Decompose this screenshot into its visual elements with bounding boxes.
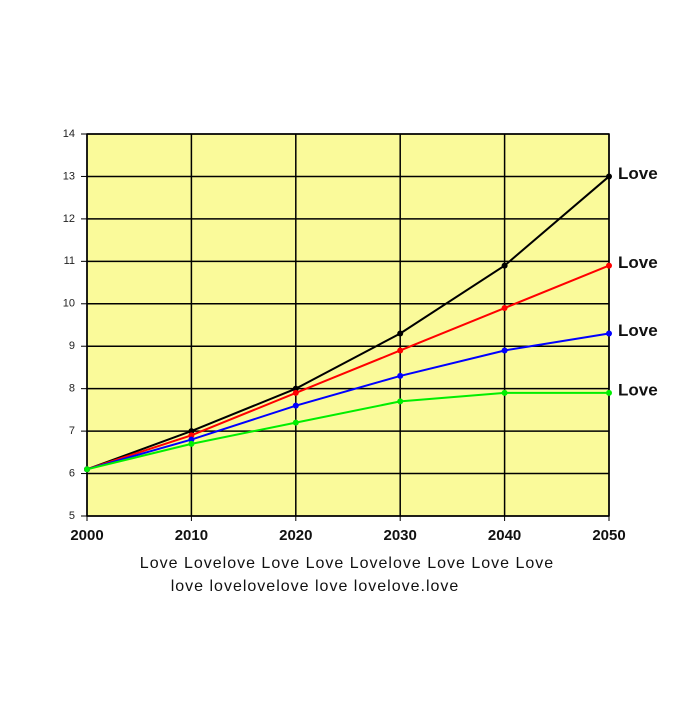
series-line xyxy=(86,175,610,471)
point xyxy=(501,389,508,396)
series-line xyxy=(86,264,610,471)
x-tick-label: 2010 xyxy=(175,527,208,544)
point xyxy=(188,440,195,447)
y-tick-label: 10 xyxy=(63,298,75,310)
y-tick-label: 13 xyxy=(63,170,75,182)
y-tick-label: 11 xyxy=(64,255,75,267)
y-tick-label: 8 xyxy=(69,383,75,395)
y-tick-label: 12 xyxy=(63,213,75,225)
y-tick-label: 5 xyxy=(69,510,75,522)
point xyxy=(606,330,612,337)
point xyxy=(188,432,195,439)
point xyxy=(292,389,299,396)
annotation: Love Lovelove Love Love Lovelove Love Lo… xyxy=(140,555,554,572)
point xyxy=(501,262,508,269)
point xyxy=(397,372,404,379)
point xyxy=(397,347,404,354)
point xyxy=(397,398,404,405)
plot-area xyxy=(86,133,610,517)
point xyxy=(292,419,299,426)
series-line xyxy=(86,391,609,471)
point xyxy=(606,173,612,180)
point xyxy=(84,466,90,473)
point xyxy=(501,305,508,312)
x-tick-label: 2040 xyxy=(488,527,521,544)
x-tick-label: 2020 xyxy=(279,527,312,544)
point xyxy=(606,262,612,269)
point xyxy=(292,385,299,392)
y-tick-label: 6 xyxy=(69,467,75,479)
series-label: Love xyxy=(618,253,658,272)
y-tick-label: 9 xyxy=(69,340,75,352)
series-line xyxy=(86,332,610,471)
point xyxy=(292,402,299,409)
y-tick-label: 14 xyxy=(63,128,75,140)
series-label: Love xyxy=(618,164,658,183)
point xyxy=(606,389,612,396)
point xyxy=(397,330,404,337)
annotation: love lovelovelove love lovelove.love xyxy=(171,578,460,595)
point xyxy=(501,347,508,354)
point xyxy=(188,428,195,435)
series-label: Love xyxy=(618,321,658,340)
series-label: Love xyxy=(618,380,658,399)
x-tick-label: 2000 xyxy=(70,527,103,544)
x-tick-label: 2030 xyxy=(384,527,417,544)
y-tick-label: 7 xyxy=(69,425,75,437)
point xyxy=(188,436,195,443)
x-tick-label: 2050 xyxy=(592,527,625,544)
